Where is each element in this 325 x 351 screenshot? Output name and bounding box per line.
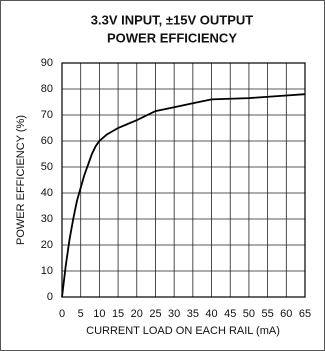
x-tick-label: 10 xyxy=(93,308,105,320)
y-tick-label: 40 xyxy=(41,187,53,199)
y-tick-label: 0 xyxy=(47,291,53,303)
x-tick-label: 35 xyxy=(187,308,199,320)
chart-title: POWER EFFICIENCY xyxy=(107,30,237,45)
x-tick-label: 65 xyxy=(299,308,311,320)
y-tick-label: 90 xyxy=(41,57,53,69)
chart-title: 3.3V INPUT, ±15V OUTPUT xyxy=(91,12,254,27)
y-tick-label: 60 xyxy=(41,135,53,147)
x-tick-label: 0 xyxy=(59,308,65,320)
x-tick-label: 45 xyxy=(224,308,236,320)
x-tick-label: 15 xyxy=(112,308,124,320)
x-tick-label: 50 xyxy=(243,308,255,320)
y-tick-label: 20 xyxy=(41,239,53,251)
plot-frame xyxy=(61,62,306,298)
y-tick-label: 50 xyxy=(41,161,53,173)
x-tick-label: 30 xyxy=(168,308,180,320)
x-tick-label: 25 xyxy=(149,308,161,320)
x-tick-label: 5 xyxy=(78,308,84,320)
x-tick-label: 60 xyxy=(280,308,292,320)
y-tick-label: 30 xyxy=(41,213,53,225)
x-axis-label: CURRENT LOAD ON EACH RAIL (mA) xyxy=(86,325,280,337)
y-tick-label: 70 xyxy=(41,109,53,121)
x-tick-label: 40 xyxy=(205,308,217,320)
data-line xyxy=(61,93,306,298)
x-tick-label: 20 xyxy=(131,308,143,320)
y-axis-label: POWER EFFICIENCY (%) xyxy=(15,115,27,245)
y-tick-label: 10 xyxy=(41,265,53,277)
y-tick-label: 80 xyxy=(41,83,53,95)
x-tick-label: 55 xyxy=(261,308,273,320)
